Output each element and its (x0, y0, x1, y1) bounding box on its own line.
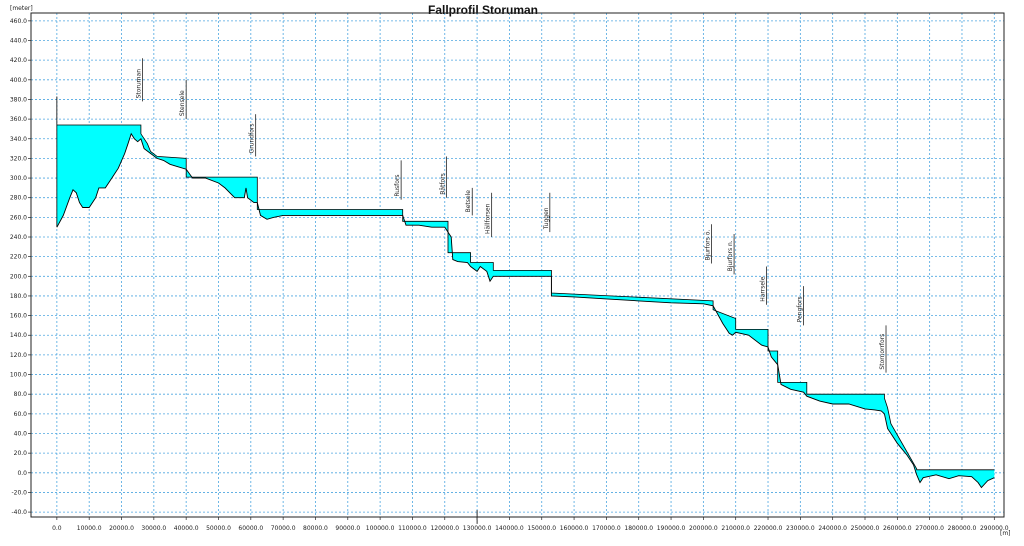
y-tick-labels: -40.0 -20.0 0.0 20.0 40.0 60.0 80.0 100.0 120.0 1… (10, 18, 31, 516)
x-tick-label: 280000.0 (948, 525, 977, 532)
x-tick-label: 120000.0 (430, 525, 459, 532)
station-label: Harrsele (759, 276, 766, 302)
x-tick-label: 80000.0 (303, 525, 328, 532)
y-tick-label: 420.0 (10, 57, 27, 64)
y-tick-label: 340.0 (10, 136, 27, 143)
water-surface-line (56, 124, 995, 471)
plot-frame (30, 12, 1005, 518)
y-tick-label: 300.0 (10, 175, 27, 182)
station-label: Bjurfors ö. (704, 230, 711, 261)
x-tick-label: 260000.0 (883, 525, 912, 532)
x-tick-label: 210000.0 (721, 525, 750, 532)
x-tick-label: 130000.0 (463, 525, 492, 532)
y-tick-label: 260.0 (10, 214, 27, 221)
y-tick-label: 440.0 (10, 38, 27, 45)
x-tick-label: 200000.0 (689, 525, 718, 532)
x-tick-label: 20000.0 (109, 525, 134, 532)
x-tick-label: 240000.0 (818, 525, 847, 532)
x-tick-label: 0.0 (52, 525, 62, 532)
station-label: Hällforsen (485, 203, 492, 234)
y-tick-label: 200.0 (10, 273, 27, 280)
y-tick-label: -40.0 (11, 509, 27, 516)
y-tick-label: 120.0 (10, 352, 27, 359)
y-tick-label: 360.0 (10, 116, 27, 123)
y-tick-label: 280.0 (10, 195, 27, 202)
x-tick-label: 10000.0 (77, 525, 102, 532)
grid-lines (31, 13, 1004, 517)
y-tick-label: 40.0 (14, 430, 28, 437)
y-tick-label: 0.0 (17, 470, 27, 477)
x-tick-label: 140000.0 (495, 525, 524, 532)
x-tick-label: 110000.0 (398, 525, 427, 532)
station-label: Grundfors (249, 124, 256, 154)
station-label: Stornorrfors (879, 334, 886, 370)
x-tick-label: 250000.0 (851, 525, 880, 532)
y-tick-label: 80.0 (14, 391, 28, 398)
water-area (56, 125, 995, 488)
x-tick-label: 40000.0 (174, 525, 199, 532)
y-tick-label: 160.0 (10, 313, 27, 320)
y-tick-label: 20.0 (14, 450, 28, 457)
station-label: Betsele (465, 190, 472, 213)
y-tick-label: -20.0 (11, 489, 27, 496)
x-tick-label: 290000.0 (980, 525, 1009, 532)
station-label: Storuman (136, 69, 143, 99)
x-tick-label: 50000.0 (206, 525, 231, 532)
y-tick-label: 460.0 (10, 18, 27, 25)
x-tick-label: 60000.0 (238, 525, 263, 532)
x-tick-label: 150000.0 (527, 525, 556, 532)
x-tick-label: 70000.0 (271, 525, 296, 532)
x-tick-label: 100000.0 (366, 525, 395, 532)
profile-area (56, 96, 995, 524)
x-tick-label: 190000.0 (657, 525, 686, 532)
x-tick-labels: 0.0 10000.0 20000.0 30000.0 40000.0 50000.0 60… (52, 517, 1009, 532)
y-tick-label: 380.0 (10, 96, 27, 103)
x-axis-unit-label: [m] (1000, 530, 1011, 537)
station-label: Pengfors (797, 296, 804, 322)
station-label: Tuggen (543, 207, 550, 230)
y-tick-label: 100.0 (10, 372, 27, 379)
y-tick-label: 240.0 (10, 234, 27, 241)
y-tick-label: 60.0 (14, 411, 28, 418)
x-tick-label: 170000.0 (592, 525, 621, 532)
station-label: Stensele (179, 90, 186, 116)
station-label: Rusfors (394, 174, 401, 196)
x-tick-label: 230000.0 (786, 525, 815, 532)
y-tick-label: 220.0 (10, 254, 27, 261)
station-label: Bjurfors n. (727, 240, 734, 271)
y-tick-label: 180.0 (10, 293, 27, 300)
y-tick-label: 140.0 (10, 332, 27, 339)
y-tick-label: 320.0 (10, 155, 27, 162)
y-axis-unit-label: [meter] (10, 5, 33, 12)
river-bed-line (56, 132, 995, 489)
station-label: Båtfors (439, 173, 446, 195)
x-tick-label: 30000.0 (141, 525, 166, 532)
x-tick-label: 160000.0 (560, 525, 589, 532)
station-markers: Storuman Stensele Grundfors Rusfors Båtfors B… (136, 58, 887, 373)
y-tick-label: 400.0 (10, 77, 27, 84)
x-tick-label: 220000.0 (754, 525, 783, 532)
x-tick-label: 180000.0 (624, 525, 653, 532)
x-tick-label: 90000.0 (335, 525, 360, 532)
x-tick-label: 270000.0 (915, 525, 944, 532)
